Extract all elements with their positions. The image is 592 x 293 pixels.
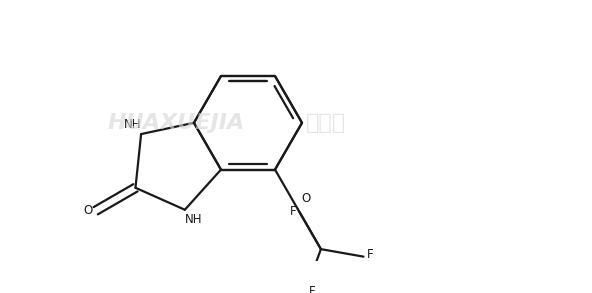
Text: NH: NH: [124, 118, 141, 131]
Text: 化学加: 化学加: [306, 113, 346, 133]
Text: F: F: [366, 248, 373, 261]
Text: O: O: [83, 204, 93, 217]
Text: HUAXUEJIA: HUAXUEJIA: [107, 113, 244, 133]
Text: NH: NH: [185, 213, 202, 226]
Text: F: F: [289, 205, 297, 218]
Text: O: O: [301, 192, 310, 205]
Text: F: F: [309, 285, 316, 293]
